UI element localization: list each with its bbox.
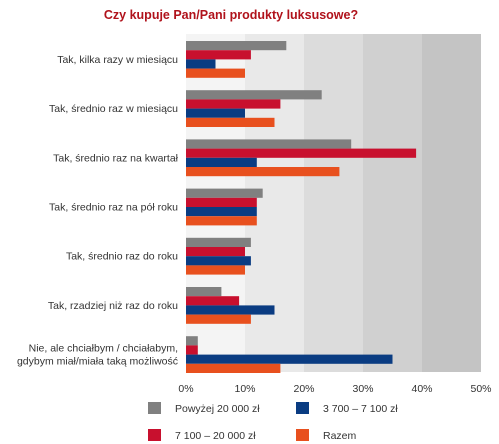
category-label: Tak, średnio raz na pół roku xyxy=(49,202,178,214)
x-tick-label: 20% xyxy=(293,383,314,395)
category-label: Tak, kilka razy w miesiącu xyxy=(57,54,178,66)
category-label: Tak, średnio raz w miesiącu xyxy=(49,103,178,115)
bar xyxy=(186,345,198,355)
bar xyxy=(186,50,251,60)
x-tick-label: 50% xyxy=(470,383,491,395)
x-tick-label: 30% xyxy=(352,383,373,395)
bar xyxy=(186,296,240,306)
x-tick-label: 0% xyxy=(178,383,193,395)
legend-swatch xyxy=(296,402,309,414)
bar xyxy=(186,207,257,217)
legend-label: 7 100 – 20 000 zł xyxy=(175,430,256,442)
legend-label: Powyżej 20 000 zł xyxy=(175,403,260,415)
category-label: gdybym miał/miała taką możliwość xyxy=(17,356,178,368)
bar xyxy=(186,256,251,266)
bar xyxy=(186,139,352,149)
bar xyxy=(186,265,245,275)
bar xyxy=(186,197,257,207)
bar xyxy=(186,99,281,109)
x-tick-label: 10% xyxy=(234,383,255,395)
bar xyxy=(186,314,251,324)
bar xyxy=(186,188,263,198)
legend-swatch xyxy=(296,429,309,441)
category-labels: Tak, kilka razy w miesiącu Tak, średnio r… xyxy=(17,54,179,368)
grid-band xyxy=(304,34,363,372)
category-label: Tak, średnio raz na kwartał xyxy=(53,152,179,164)
chart-title: Czy kupuje Pan/Pani produkty luksusowe? xyxy=(104,8,358,22)
bar xyxy=(186,41,287,51)
bar xyxy=(186,68,245,78)
grid-band xyxy=(363,34,422,372)
x-axis-ticks: 0% 10% 20% 30% 40% 50% xyxy=(178,383,491,395)
bar xyxy=(186,90,322,100)
bar xyxy=(186,108,245,118)
bar xyxy=(186,117,275,127)
legend-label: Razem xyxy=(323,430,357,442)
bar xyxy=(186,354,393,364)
grid-band xyxy=(422,34,481,372)
bar xyxy=(186,305,275,315)
bar xyxy=(186,148,417,158)
x-tick-label: 40% xyxy=(411,383,432,395)
bar xyxy=(186,336,198,346)
category-label: Tak, rzadziej niż raz do roku xyxy=(48,300,178,312)
legend-label: 3 700 – 7 100 zł xyxy=(323,403,398,415)
bar xyxy=(186,363,281,373)
bar xyxy=(186,237,251,247)
bar xyxy=(186,157,257,167)
bar xyxy=(186,216,257,226)
legend-swatch xyxy=(148,429,161,441)
bar xyxy=(186,247,245,257)
bar xyxy=(186,59,216,69)
legend: Powyżej 20 000 zł 3 700 – 7 100 zł 7 100 –… xyxy=(148,402,398,442)
legend-swatch xyxy=(148,402,161,414)
bar xyxy=(186,287,222,297)
category-label: Tak, średnio raz do roku xyxy=(66,251,178,263)
bar xyxy=(186,167,340,177)
bars xyxy=(186,41,417,373)
category-label: Nie, ale chciałbym / chciałabym, xyxy=(29,343,178,355)
